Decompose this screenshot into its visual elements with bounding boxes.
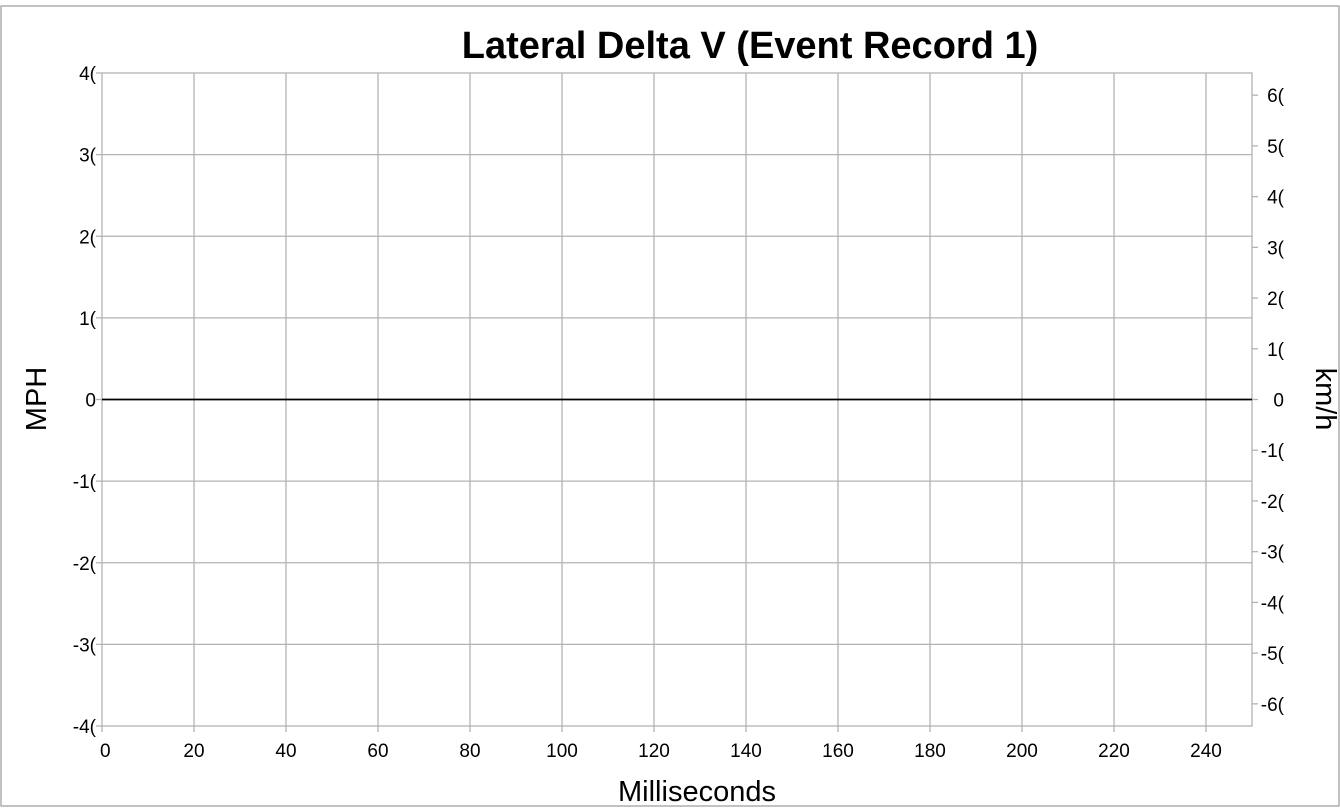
y2-tick-label: 3(: [1267, 238, 1285, 259]
y-tick-label: -3(: [73, 635, 97, 656]
x-tick-label: 120: [638, 741, 670, 762]
x-tick-label: 100: [546, 741, 578, 762]
y2-tick-label: 0: [1273, 391, 1284, 412]
x-tick-label: 20: [183, 741, 204, 762]
y2-tick-label: 1(: [1267, 340, 1285, 361]
x-tick-label: 180: [914, 741, 946, 762]
y-tick-label: -4(: [73, 717, 97, 738]
ticks: 0 20 40 60 80 100 120 140 160 180 200 220 240 4( 3( 2( 1…: [73, 64, 1285, 762]
x-tick-label: 0: [100, 741, 111, 762]
x-tick-label: 200: [1006, 741, 1038, 762]
y2-tick-label: 4(: [1267, 188, 1285, 209]
y2-tick-label: -3(: [1261, 543, 1285, 564]
y2-tick-label: -1(: [1261, 441, 1285, 462]
x-tick-label: 40: [275, 741, 296, 762]
y2-tick-label: 2(: [1267, 289, 1285, 310]
x-tick-label: 60: [367, 741, 388, 762]
y2-tick-label: 5(: [1267, 137, 1285, 158]
y-tick-label: 4(: [79, 64, 97, 85]
grid: [102, 73, 1252, 726]
y2-tick-label: 6(: [1267, 86, 1285, 107]
x-tick-label: 140: [730, 741, 762, 762]
y-tick-label: 0: [85, 391, 96, 412]
x-tick-label: 240: [1190, 741, 1222, 762]
y2-tick-label: -6(: [1261, 695, 1285, 716]
chart-title: Lateral Delta V (Event Record 1): [462, 25, 1039, 67]
x-tick-label: 220: [1098, 741, 1130, 762]
y-tick-label: 1(: [79, 309, 97, 330]
y-tick-label: 2(: [79, 227, 97, 248]
y-tick-label: -2(: [73, 554, 97, 575]
y2-tick-label: -2(: [1261, 492, 1285, 513]
y-tick-label: 3(: [79, 146, 97, 167]
y2-tick-label: -5(: [1261, 644, 1285, 665]
x-tick-label: 160: [822, 741, 854, 762]
chart-border: [0, 5, 1340, 807]
y-tick-label: -1(: [73, 472, 97, 493]
y2-tick-label: -4(: [1261, 593, 1285, 614]
x-tick-label: 80: [459, 741, 480, 762]
y2-axis-label: km/h: [1309, 368, 1340, 431]
x-axis-label: Milliseconds: [618, 776, 776, 808]
y-axis-label: MPH: [21, 367, 53, 431]
